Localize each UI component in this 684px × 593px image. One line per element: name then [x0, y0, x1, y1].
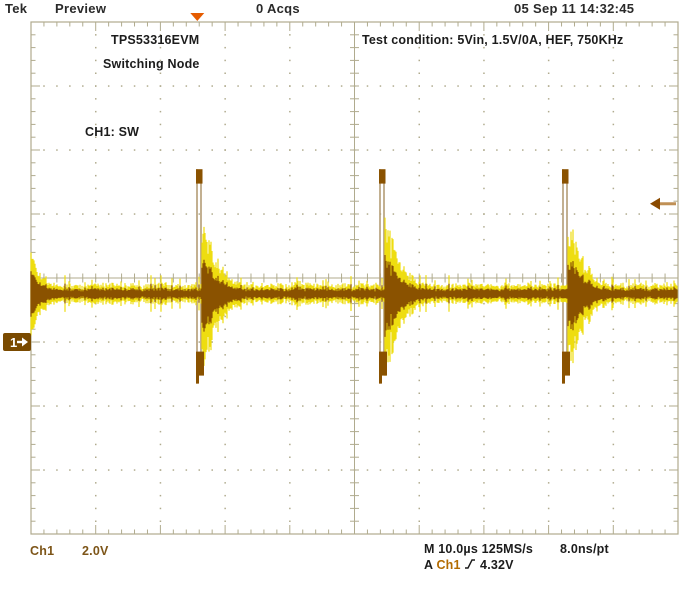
- annotation-signal: Switching Node: [103, 57, 200, 71]
- channel-1-position-marker[interactable]: 1: [3, 333, 31, 351]
- trigger-level-marker[interactable]: [650, 197, 676, 210]
- acquisition-count: 0 Acqs: [256, 1, 300, 16]
- waveform-trace: [30, 169, 678, 384]
- rising-edge-icon: [465, 559, 476, 569]
- resolution-readout: 8.0ns/pt: [560, 542, 609, 556]
- timebase-readout: M 10.0µs 125MS/s: [424, 542, 534, 556]
- channel-readout: Ch1: [30, 544, 55, 558]
- trigger-level: 4.32V: [480, 558, 514, 572]
- svg-text:1: 1: [10, 335, 17, 350]
- vertical-scale-readout: 2.0V: [82, 544, 109, 558]
- trigger-position-marker[interactable]: [190, 13, 205, 21]
- trigger-readout: A Ch1 4.32V: [424, 558, 514, 573]
- trigger-mode: A: [424, 558, 433, 572]
- annotation-test-condition: Test condition: 5Vin, 1.5V/0A, HEF, 750K…: [362, 33, 624, 47]
- trigger-source: Ch1: [436, 558, 461, 572]
- tek-logo: Tek: [5, 1, 28, 16]
- annotation-channel-label: CH1: SW: [85, 125, 140, 139]
- annotation-device: TPS53316EVM: [111, 33, 200, 47]
- datetime: 05 Sep 11 14:32:45: [514, 1, 635, 16]
- acquisition-status: Preview: [55, 1, 107, 16]
